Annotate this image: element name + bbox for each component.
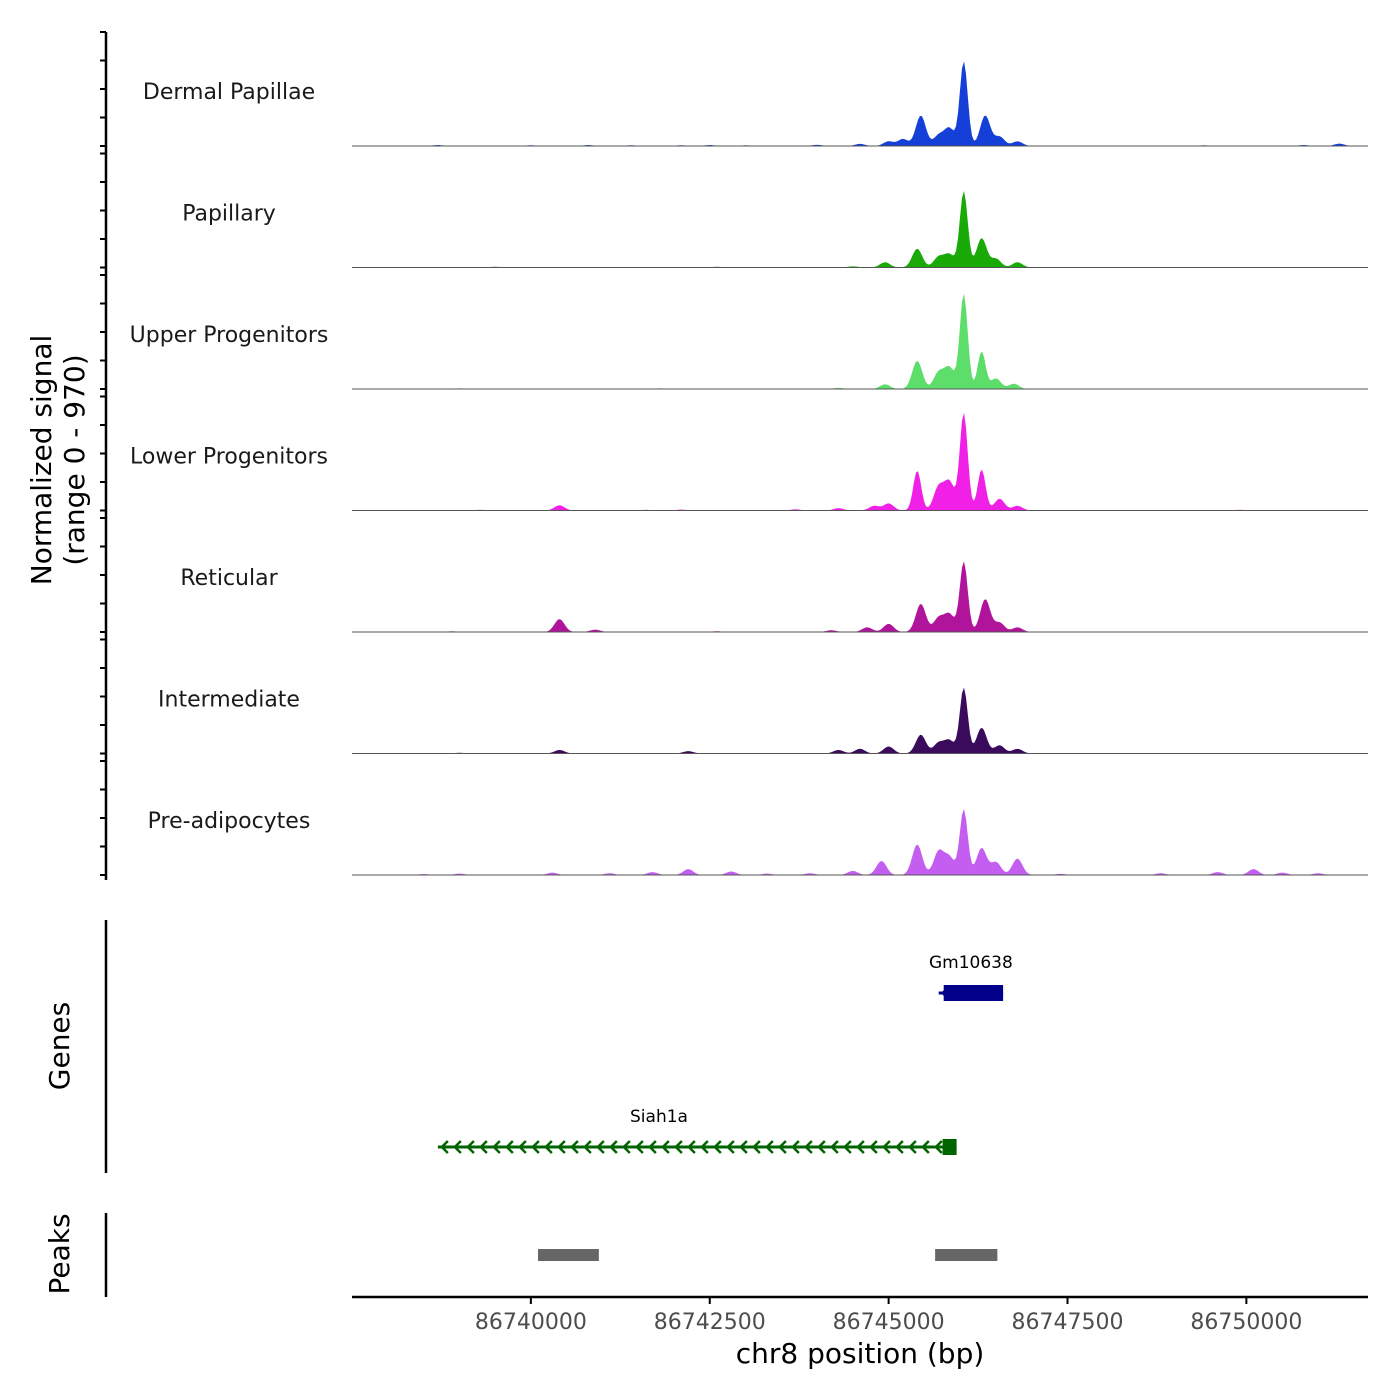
strand-arrow — [596, 1140, 605, 1154]
strand-arrow — [466, 1140, 475, 1154]
strand-arrow — [791, 1140, 800, 1154]
coverage-track: Lower Progenitors — [130, 412, 1368, 511]
strand-arrow — [882, 1140, 891, 1154]
coverage-area — [352, 61, 1368, 146]
strand-arrow — [765, 1140, 774, 1154]
track-label: Lower Progenitors — [130, 445, 328, 470]
strand-arrow — [921, 1140, 930, 1154]
strand-arrow — [934, 1140, 943, 1154]
gene-exon — [943, 985, 1004, 1001]
strand-arrow — [687, 1140, 696, 1154]
coverage-area — [352, 293, 1368, 389]
y-axis-title-line1: Normalized signal — [25, 335, 58, 586]
strand-arrow — [531, 1140, 540, 1154]
track-label: Papillary — [182, 202, 276, 227]
x-tick-label: 86742500 — [654, 1310, 766, 1335]
x-tick-label: 86747500 — [1012, 1310, 1124, 1335]
strand-arrow — [830, 1140, 839, 1154]
strand-arrow — [453, 1140, 462, 1154]
coverage-area — [352, 191, 1368, 268]
strand-arrow — [622, 1140, 631, 1154]
strand-arrow — [609, 1140, 618, 1154]
strand-arrow — [726, 1140, 735, 1154]
gene-label: Gm10638 — [929, 953, 1013, 973]
strand-arrow — [479, 1140, 488, 1154]
strand-arrow — [700, 1140, 709, 1154]
x-axis: 86740000 86742500 86745000 86747500 86750000 — [352, 1295, 1368, 1335]
peak-region — [935, 1249, 998, 1261]
strand-arrow — [804, 1140, 813, 1154]
strand-arrow — [778, 1140, 787, 1154]
strand-arrow — [648, 1140, 657, 1154]
strand-arrow — [505, 1140, 514, 1154]
coverage-track: Papillary — [182, 191, 1368, 268]
strand-arrow — [635, 1140, 644, 1154]
genes-panel-title: Genes — [43, 1002, 76, 1090]
strand-arrow — [518, 1140, 527, 1154]
strand-arrow — [713, 1140, 722, 1154]
strand-arrow — [570, 1140, 579, 1154]
gene: Gm10638 — [929, 953, 1013, 1001]
strand-arrow — [843, 1140, 852, 1154]
strand-arrow — [557, 1140, 566, 1154]
gene-track: Gm10638 Siah1a — [104, 920, 1013, 1173]
x-axis-title: chr8 position (bp) — [736, 1337, 985, 1370]
track-label: Dermal Papillae — [143, 80, 315, 105]
coverage-track: Upper Progenitors — [130, 293, 1368, 390]
coverage-track: Dermal Papillae — [143, 61, 1368, 147]
peaks-panel-title: Peaks — [43, 1213, 76, 1294]
strand-arrow — [895, 1140, 904, 1154]
track-label: Reticular — [180, 566, 278, 591]
track-label: Intermediate — [158, 688, 300, 713]
x-tick-label: 86740000 — [475, 1310, 587, 1335]
peak-region — [538, 1249, 599, 1261]
coverage-track: Reticular — [180, 561, 1368, 633]
x-tick-label: 86750000 — [1190, 1310, 1302, 1335]
coverage-area — [352, 687, 1368, 754]
strand-arrow — [440, 1140, 449, 1154]
coverage-area — [352, 561, 1368, 632]
strand-arrow — [869, 1140, 878, 1154]
track-label: Upper Progenitors — [130, 323, 329, 348]
left-axis — [100, 31, 108, 880]
x-tick-label: 86745000 — [833, 1310, 945, 1335]
coverage-track: Pre-adipocytes — [148, 809, 1368, 876]
strand-arrow — [908, 1140, 917, 1154]
strand-arrow — [739, 1140, 748, 1154]
coverage-tracks: Dermal Papillae Papillary Upper Progenitor… — [130, 61, 1368, 876]
strand-arrow — [674, 1140, 683, 1154]
track-label: Pre-adipocytes — [148, 809, 311, 834]
coverage-track: Intermediate — [158, 688, 1368, 754]
strand-arrow — [544, 1140, 553, 1154]
y-axis-title-line2: (range 0 - 970) — [58, 354, 91, 565]
strand-arrow — [492, 1140, 501, 1154]
strand-arrow — [856, 1140, 865, 1154]
strand-arrow — [583, 1140, 592, 1154]
gene-exon — [942, 1139, 957, 1155]
strand-arrow — [752, 1140, 761, 1154]
strand-arrow — [661, 1140, 670, 1154]
gene-label: Siah1a — [630, 1107, 688, 1127]
peak-track — [104, 1213, 998, 1297]
coverage-area — [352, 809, 1368, 875]
strand-arrow — [817, 1140, 826, 1154]
coverage-area — [352, 412, 1368, 511]
gene: Siah1a — [437, 1107, 957, 1155]
